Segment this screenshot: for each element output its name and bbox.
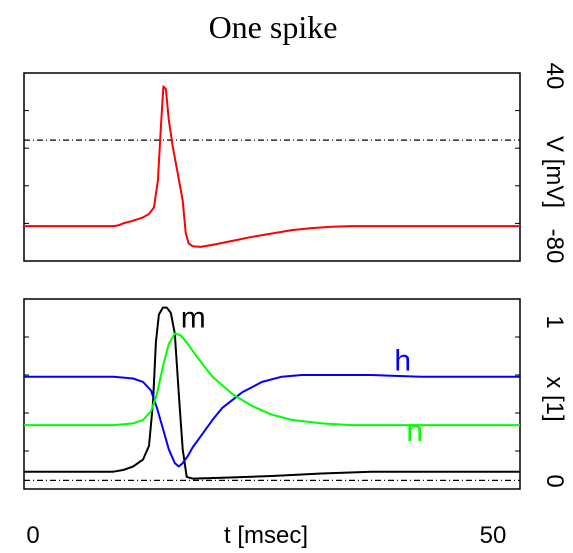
- series-label-h: h: [394, 345, 411, 378]
- voltage-plot-frame: [23, 72, 521, 262]
- gates-ticks: [24, 336, 520, 452]
- gates-ytick-bottom: 0: [541, 474, 568, 487]
- series-label-m: m: [181, 302, 206, 335]
- gates-series-group: m h n: [24, 302, 520, 480]
- series-h-line: [24, 374, 520, 468]
- voltage-ylabel: V [mV]: [541, 136, 568, 208]
- voltage-ticks: [24, 110, 520, 224]
- chart-title: One spike: [209, 9, 338, 45]
- gates-ylabel: x [1]: [541, 376, 568, 421]
- gates-ytick-top: 1: [541, 315, 568, 328]
- x-axis-label: t [msec]: [224, 522, 308, 549]
- series-n-line: [24, 332, 520, 427]
- voltage-ytick-bottom: -80: [541, 229, 568, 264]
- voltage-series-0-line: [24, 85, 520, 248]
- voltage-ytick-top: 40: [541, 63, 568, 90]
- gates-panel: m h n 1 x [1] 0: [23, 298, 568, 490]
- voltage-panel: 40 V [mV] -80: [23, 63, 568, 264]
- xtick-left: 0: [26, 522, 39, 549]
- series-m-line: [24, 306, 520, 480]
- xtick-right: 50: [480, 522, 507, 549]
- series-label-n: n: [406, 415, 423, 448]
- gates-plot-frame: [23, 298, 521, 490]
- voltage-series-group: [24, 85, 520, 248]
